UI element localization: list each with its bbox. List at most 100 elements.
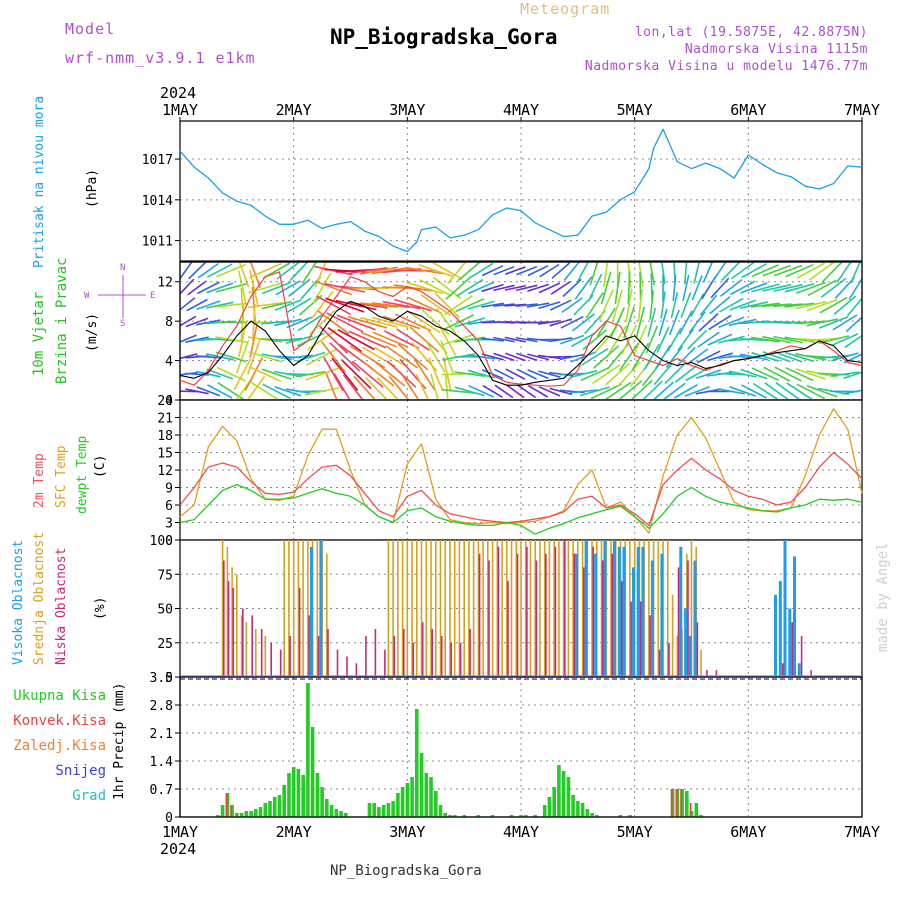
high-cloud-bar bbox=[650, 560, 654, 677]
wind-arrow bbox=[740, 282, 768, 294]
wind-arrow bbox=[741, 384, 767, 399]
wind-arrow bbox=[527, 369, 549, 380]
total-precip-bar bbox=[315, 773, 320, 817]
panel-0 bbox=[179, 120, 863, 262]
panel-frame bbox=[179, 261, 863, 401]
wind-arrow bbox=[481, 302, 504, 308]
wind-arrow bbox=[337, 328, 375, 351]
wind-arrow bbox=[305, 367, 339, 381]
wind-arrow bbox=[409, 326, 440, 353]
wind-arrow bbox=[207, 263, 233, 278]
total-precip-bar bbox=[580, 803, 585, 817]
wind-arrow bbox=[848, 277, 862, 300]
y-tick-label: 1011 bbox=[142, 235, 173, 250]
wind-arrow bbox=[185, 388, 209, 395]
compass-w: W bbox=[84, 291, 90, 301]
wind-arrow bbox=[371, 316, 409, 328]
wind-arrow bbox=[627, 271, 631, 305]
y-tick-label: 0 bbox=[165, 534, 173, 549]
x-tick-label-top: 5MAY bbox=[617, 101, 653, 119]
wind-arrow bbox=[347, 316, 388, 329]
y-tick-label: 0 bbox=[165, 394, 173, 409]
y-tick-label: 3 bbox=[165, 517, 173, 532]
wind-arrow bbox=[596, 307, 616, 338]
high-cloud-bar bbox=[575, 553, 579, 677]
wind-arrow bbox=[261, 300, 292, 310]
wind-arrow bbox=[843, 371, 862, 380]
x-tick-label-top: 7MAY bbox=[844, 101, 880, 119]
wind-arrow bbox=[687, 329, 708, 350]
precip-unit: 1hr Precip (mm) bbox=[112, 683, 127, 800]
wind-arrow bbox=[442, 333, 475, 346]
high-cloud-bar bbox=[788, 608, 792, 677]
wind-arrow bbox=[180, 334, 197, 343]
wind-arrow bbox=[295, 371, 326, 378]
wind-arrow bbox=[427, 357, 444, 392]
wind-arrow bbox=[663, 382, 686, 400]
wind-arrow bbox=[336, 314, 376, 331]
wind-arrow bbox=[579, 386, 610, 397]
y-tick-label: 0.7 bbox=[150, 783, 173, 798]
wind-arrow bbox=[710, 277, 730, 299]
wind-arrow bbox=[619, 342, 639, 372]
total-precip-bar bbox=[438, 805, 443, 817]
panel-1 bbox=[179, 261, 863, 401]
compass-e: E bbox=[150, 291, 155, 301]
wind-arrow bbox=[347, 267, 388, 275]
wind-arrow bbox=[845, 316, 862, 333]
wind-arrow bbox=[493, 265, 515, 276]
wind-arrow bbox=[441, 388, 476, 394]
total-precip-bar bbox=[434, 791, 438, 817]
wind-arrow bbox=[617, 380, 643, 400]
total-precip-bar bbox=[277, 795, 282, 817]
wind-arrow bbox=[818, 315, 849, 329]
wind-arrow bbox=[708, 314, 732, 331]
wind-arrow bbox=[775, 382, 801, 400]
total-precip-bar bbox=[419, 753, 424, 817]
total-precip-bar bbox=[272, 797, 277, 817]
wind-arrow bbox=[720, 278, 743, 297]
wind-arrow bbox=[538, 386, 561, 397]
wind-arrow bbox=[481, 265, 504, 277]
wind-arrow bbox=[397, 343, 429, 371]
wind-arrow bbox=[675, 346, 696, 368]
wind-arrow bbox=[436, 307, 459, 337]
wind-arrow bbox=[649, 262, 656, 286]
wind-arrow bbox=[527, 353, 550, 361]
wind-arrow bbox=[331, 357, 359, 391]
wind-arrow bbox=[795, 301, 827, 310]
wind-arrow bbox=[454, 371, 486, 377]
total-precip-bar bbox=[452, 815, 457, 817]
wind-arrow bbox=[706, 352, 733, 362]
x-tick-label-top: 1MAY bbox=[162, 101, 198, 119]
wind-arrow bbox=[469, 262, 494, 279]
wind-arrow bbox=[696, 350, 721, 364]
total-precip-bar bbox=[585, 809, 590, 817]
conv-precip-bar bbox=[680, 789, 683, 817]
meteogram-label: Meteogram bbox=[520, 0, 610, 18]
wind-arrow bbox=[806, 385, 838, 398]
wind-arrow bbox=[437, 323, 457, 356]
wind-arrow bbox=[549, 337, 573, 343]
total-precip-bar bbox=[320, 787, 324, 817]
wind-arrow bbox=[430, 373, 439, 400]
x-tick-label-top: 4MAY bbox=[503, 101, 539, 119]
wind-arrow bbox=[289, 262, 309, 282]
y-tick-label: 75 bbox=[157, 568, 173, 583]
x-tick-label-top: 2MAY bbox=[276, 101, 312, 119]
wind-arrow bbox=[830, 371, 860, 377]
wind-arrow bbox=[773, 303, 804, 308]
total-precip-bar bbox=[258, 807, 263, 817]
wind-arrow bbox=[261, 320, 293, 325]
wind-arrow bbox=[527, 283, 549, 293]
high-cloud-bar bbox=[778, 581, 782, 677]
precip-frame bbox=[179, 676, 863, 818]
cloud-label-mid: Srednja Oblacnost bbox=[32, 532, 47, 665]
total-precip-bar bbox=[448, 815, 452, 817]
wind-arrow bbox=[842, 389, 862, 395]
wind-arrow bbox=[406, 296, 442, 314]
wind-arrow bbox=[538, 370, 561, 378]
wind-arrow bbox=[205, 301, 234, 309]
wind-arrow bbox=[623, 306, 635, 339]
wind-arrow bbox=[796, 262, 825, 279]
